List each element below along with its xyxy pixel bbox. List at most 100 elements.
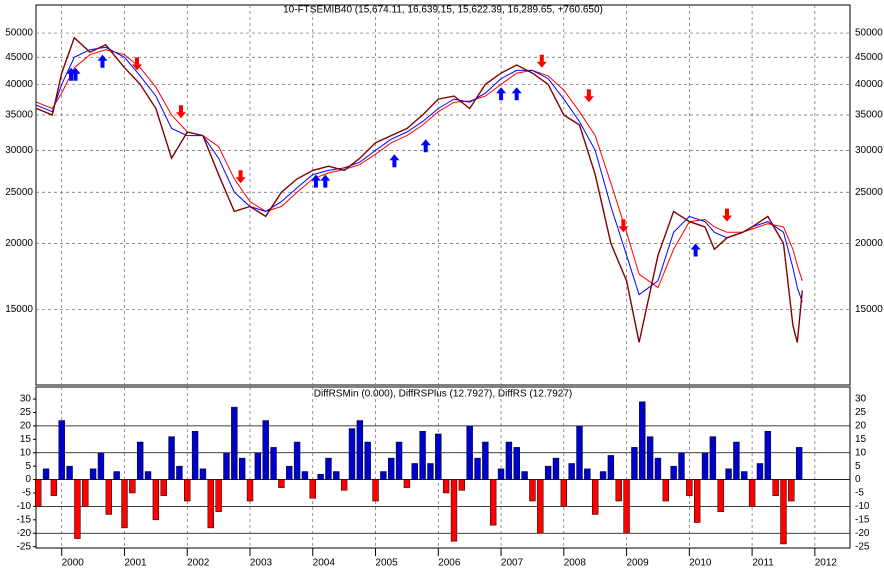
y-tick-label-right: 40000 xyxy=(855,79,883,90)
oscillator-bar xyxy=(419,431,426,480)
oscillator-bar xyxy=(348,428,356,480)
oscillator-bar xyxy=(113,471,120,480)
oscillator-bar xyxy=(780,479,787,545)
oscillator-bar xyxy=(144,471,152,480)
oscillator-bar xyxy=(537,479,544,534)
oscillator-bar xyxy=(450,479,458,542)
oscillator-bar xyxy=(168,436,175,480)
y-tick-label-right: 0 xyxy=(855,474,861,485)
y-tick-label-right: 30000 xyxy=(855,145,883,156)
oscillator-bar xyxy=(560,479,568,507)
y-tick-label: -20 xyxy=(17,528,32,539)
y-tick-label: 50000 xyxy=(5,28,33,39)
oscillator-bar xyxy=(105,479,112,515)
oscillator-bar xyxy=(191,431,199,480)
y-tick-label: -5 xyxy=(22,488,31,499)
oscillator-bar xyxy=(662,479,669,502)
y-tick-label-right: 10 xyxy=(855,447,867,458)
oscillator-bar xyxy=(701,452,709,480)
up-arrow xyxy=(320,174,331,188)
oscillator-bar xyxy=(529,479,536,502)
oscillator-bar xyxy=(788,479,795,502)
down-arrow xyxy=(235,170,246,184)
oscillator-bar xyxy=(435,433,442,480)
oscillator-bar xyxy=(521,471,528,480)
oscillator-bar xyxy=(678,452,685,480)
oscillator-bar xyxy=(482,441,489,480)
y-tick-label: 10 xyxy=(20,447,32,458)
oscillator-bar xyxy=(286,465,293,480)
oscillator-bar xyxy=(160,479,167,496)
down-arrow xyxy=(618,219,629,233)
up-arrow xyxy=(690,243,701,257)
moving-average xyxy=(36,49,803,289)
y-tick-label: -15 xyxy=(17,514,32,525)
oscillator-bar xyxy=(364,441,371,480)
y-tick-label: 30 xyxy=(20,394,32,405)
oscillator-bar xyxy=(58,420,65,480)
oscillator-bar xyxy=(576,425,583,480)
x-tick-label: 2006 xyxy=(438,558,461,569)
oscillator-bar xyxy=(199,468,207,480)
oscillator-bar xyxy=(129,479,136,494)
y-tick-label: 20000 xyxy=(5,238,33,249)
oscillator-bar xyxy=(639,401,646,480)
oscillator-bar xyxy=(82,479,89,507)
price-line xyxy=(36,36,803,343)
oscillator-bar xyxy=(152,479,160,521)
oscillator-bar xyxy=(631,447,638,480)
oscillator-bar xyxy=(136,441,144,480)
moving-average xyxy=(36,46,803,303)
y-tick-label-right: 15 xyxy=(855,434,867,445)
down-arrow xyxy=(583,89,594,103)
oscillator-bar xyxy=(238,457,246,480)
y-tick-label-right: -20 xyxy=(855,528,870,539)
y-tick-label: 15 xyxy=(20,434,32,445)
price-panel-frame xyxy=(35,4,851,386)
oscillator-bar xyxy=(584,468,591,480)
price-title: 10-FTSEMIB40 (15,674.11, 16,639.15, 15,6… xyxy=(283,5,603,16)
y-tick-label-right: 5 xyxy=(855,461,861,472)
oscillator-bar xyxy=(725,468,732,480)
oscillator-bar xyxy=(278,479,285,488)
oscillator-bar xyxy=(654,457,662,480)
oscillator-bar xyxy=(693,479,701,523)
oscillator-bar xyxy=(66,465,73,480)
y-tick-label-right: 35000 xyxy=(855,110,883,121)
oscillator-bar xyxy=(748,479,756,507)
oscillator-bar xyxy=(121,479,128,529)
oscillator-bar xyxy=(670,465,677,480)
oscillator-bar xyxy=(223,452,230,480)
oscillator-bar xyxy=(50,479,58,496)
oscillator-bar xyxy=(756,463,764,480)
oscillator-bar xyxy=(309,479,316,499)
up-arrow xyxy=(511,87,522,101)
down-arrow xyxy=(176,105,186,119)
oscillator-bar xyxy=(395,441,403,480)
y-tick-label-right: 20 xyxy=(855,421,867,432)
oscillator-bar xyxy=(176,465,183,480)
oscillator-title: DiffRSMin (0.000), DiffRSPlus (12.7927),… xyxy=(314,389,572,400)
x-tick-label: 2000 xyxy=(62,558,85,569)
x-tick-label: 2011 xyxy=(752,558,774,569)
up-arrow xyxy=(389,154,400,168)
y-tick-label-right: 30 xyxy=(855,394,867,405)
y-tick-label: 30000 xyxy=(5,145,33,156)
x-tick-label: 2001 xyxy=(124,558,147,569)
oscillator-bar xyxy=(372,479,379,502)
oscillator-bar xyxy=(411,463,418,480)
y-tick-label: 15000 xyxy=(5,304,33,315)
oscillator-bar xyxy=(262,420,269,480)
oscillator-bar xyxy=(592,479,599,515)
oscillator-bar xyxy=(623,479,630,534)
down-arrow xyxy=(536,54,547,68)
up-arrow xyxy=(97,54,108,68)
oscillator-bar xyxy=(293,441,301,480)
oscillator-bar xyxy=(317,473,324,480)
oscillator-bar xyxy=(215,479,222,513)
oscillator-bar xyxy=(686,479,693,496)
y-tick-label-right: 50000 xyxy=(855,28,883,39)
oscillator-bar xyxy=(458,479,466,491)
oscillator-bar xyxy=(427,463,434,480)
